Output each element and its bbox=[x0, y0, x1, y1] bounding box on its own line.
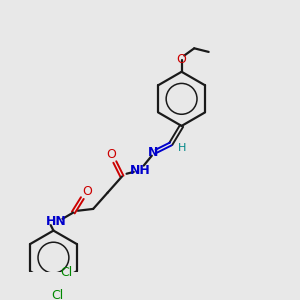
Text: O: O bbox=[106, 148, 116, 161]
Text: Cl: Cl bbox=[60, 266, 72, 280]
Text: HN: HN bbox=[46, 215, 67, 228]
Text: O: O bbox=[177, 52, 187, 66]
Text: Cl: Cl bbox=[51, 289, 63, 300]
Text: NH: NH bbox=[130, 164, 150, 177]
Text: N: N bbox=[148, 146, 158, 159]
Text: H: H bbox=[177, 142, 186, 153]
Text: O: O bbox=[82, 185, 92, 198]
